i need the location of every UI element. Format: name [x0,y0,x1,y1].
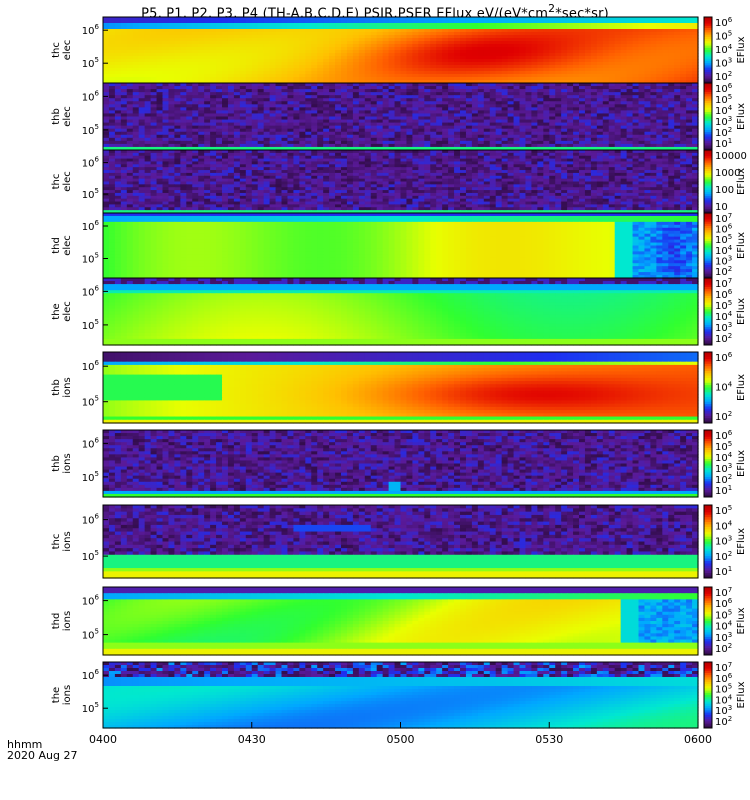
colorbar-1 [704,17,712,84]
panel-ylabel: thcelec [51,40,73,61]
colorbar-tick-label: 104 [715,43,733,56]
spectrogram-panel-2 [103,83,699,151]
panel-ylabel: thbelec [51,106,73,127]
colorbar-tick-label: 106 [715,16,733,29]
colorbar-tick-label: 101 [715,137,732,150]
y-tick-label: 105 [82,56,99,70]
colorbar-label: EFlux [736,36,747,63]
spectrogram-panel-1 [103,17,699,84]
colorbar-2 [704,83,712,151]
y-tick-label: 106 [82,23,100,37]
colorbar-label: EFlux [736,103,747,130]
colorbar-tick-label: 105 [715,30,732,43]
y-tick-label: 105 [82,123,99,137]
colorbar-tick-label: 103 [715,57,732,70]
y-tick-label: 106 [82,89,100,103]
spectrogram-panel-3 [103,150,699,214]
